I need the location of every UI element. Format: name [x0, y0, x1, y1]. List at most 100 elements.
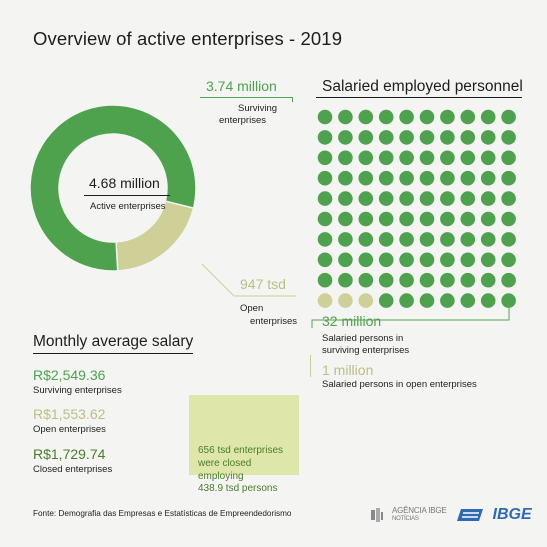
waffle-dot-surviving — [358, 232, 374, 247]
waffle-dot-surviving — [378, 170, 394, 186]
agencia-ibge-logo-icon — [371, 508, 383, 522]
personnel-open-label: Salaried persons in open enterprises — [322, 379, 477, 390]
waffle-dot-surviving — [338, 232, 353, 247]
waffle-dot-surviving — [378, 109, 394, 125]
waffle-dot-surviving — [480, 109, 496, 125]
salary-open-label: Open enterprises — [33, 424, 106, 435]
open-enterprises-label-2: enterprises — [250, 316, 297, 327]
waffle-dot-surviving — [399, 191, 414, 206]
waffle-dot-surviving — [317, 170, 333, 186]
waffle-dot-surviving — [440, 252, 455, 268]
waffle-dot-surviving — [338, 211, 353, 227]
waffle-dot-surviving — [378, 272, 394, 288]
waffle-dot-surviving — [501, 130, 516, 145]
agencia-ibge-text: AGÊNCIA IBGE — [392, 506, 447, 515]
waffle-dot-surviving — [378, 293, 394, 308]
waffle-dot-surviving — [480, 293, 496, 308]
donut-chart — [30, 104, 197, 272]
closed-enterprises-text: 656 tsd enterprises were closed employin… — [198, 445, 283, 496]
waffle-dot-surviving — [419, 150, 435, 166]
waffle-dot-surviving — [399, 211, 414, 227]
waffle-dot-surviving — [378, 191, 394, 206]
waffle-dot-surviving — [419, 211, 435, 227]
donut-center-value: 4.68 million — [89, 175, 160, 191]
waffle-dot-open — [338, 293, 353, 308]
surviving-enterprises-label-1: Surviving — [238, 103, 278, 114]
waffle-dot-surviving — [317, 130, 333, 145]
waffle-dot-surviving — [440, 109, 455, 125]
donut-center-label: Active enterprises — [90, 201, 166, 212]
ibge-logo-text: IBGE — [492, 506, 532, 523]
waffle-dot-surviving — [501, 109, 516, 125]
logo-area: AGÊNCIA IBGE NOTÍCIAS IBGE — [370, 506, 532, 524]
waffle-dot-surviving — [378, 232, 394, 247]
waffle-dot-surviving — [317, 272, 333, 288]
waffle-dot-surviving — [358, 150, 374, 166]
waffle-dot-surviving — [338, 191, 353, 206]
waffle-dot-surviving — [480, 272, 496, 288]
waffle-dot-surviving — [358, 170, 374, 186]
waffle-dot-surviving — [378, 150, 394, 166]
waffle-dot-surviving — [460, 109, 476, 125]
waffle-dot-surviving — [358, 109, 374, 125]
personnel-surviving-label-2: surviving enterprises — [322, 345, 410, 356]
waffle-dot-surviving — [460, 272, 476, 288]
waffle-dot-surviving — [419, 170, 435, 186]
waffle-dot-surviving — [480, 170, 496, 186]
personnel-surviving-value: 32 million — [322, 313, 382, 329]
salary-title: Monthly average salary — [33, 333, 194, 350]
waffle-dot-surviving — [338, 252, 353, 268]
waffle-dot-surviving — [501, 252, 516, 268]
waffle-dot-surviving — [399, 109, 414, 125]
waffle-dot-open — [358, 293, 374, 308]
page-title: Overview of active enterprises - 2019 — [33, 28, 343, 49]
surviving-enterprises-label-2: enterprises — [219, 115, 266, 126]
personnel-waffle-chart — [317, 109, 516, 308]
salary-open-value: R$1,553.62 — [33, 406, 106, 422]
agencia-noticias-text: NOTÍCIAS — [392, 516, 419, 522]
salary-surviving-value: R$2,549.36 — [33, 367, 106, 383]
waffle-dot-surviving — [480, 150, 496, 166]
waffle-dot-surviving — [501, 191, 516, 206]
closed-line-3: employing — [198, 470, 244, 482]
surviving-enterprises-value: 3.74 million — [206, 78, 277, 94]
waffle-dot-surviving — [338, 130, 353, 145]
waffle-dot-surviving — [460, 130, 476, 145]
waffle-dot-surviving — [480, 130, 496, 145]
open-enterprises-label-1: Open — [240, 303, 264, 314]
waffle-dot-surviving — [419, 130, 435, 145]
waffle-dot-surviving — [399, 252, 414, 268]
open-enterprises-leader — [201, 263, 296, 297]
waffle-dot-surviving — [460, 150, 476, 166]
waffle-dot-surviving — [419, 191, 435, 206]
waffle-dot-surviving — [480, 252, 496, 268]
waffle-dot-surviving — [317, 109, 333, 125]
waffle-dot-surviving — [460, 252, 476, 268]
personnel-title: Salaried employed personnel — [322, 78, 523, 95]
waffle-dot-surviving — [399, 293, 414, 308]
waffle-dot-surviving — [399, 170, 414, 186]
waffle-dot-surviving — [338, 272, 353, 288]
waffle-dot-surviving — [338, 109, 353, 125]
ibge-logo-icon — [456, 509, 483, 521]
waffle-dot-surviving — [419, 252, 435, 268]
waffle-dot-open — [317, 293, 333, 308]
salary-surviving-label: Surviving enterprises — [33, 385, 122, 396]
waffle-dot-surviving — [440, 272, 455, 288]
waffle-dot-surviving — [440, 191, 455, 206]
waffle-dot-surviving — [378, 211, 394, 227]
salary-closed-label: Closed enterprises — [33, 464, 113, 475]
personnel-open-value: 1 million — [322, 362, 374, 378]
waffle-dot-surviving — [358, 191, 374, 206]
personnel-surviving-leader — [311, 302, 510, 328]
waffle-dot-surviving — [358, 211, 374, 227]
waffle-dot-surviving — [419, 232, 435, 247]
waffle-dot-surviving — [358, 272, 374, 288]
waffle-dot-surviving — [338, 170, 353, 186]
waffle-dot-surviving — [399, 150, 414, 166]
closed-enterprises-box — [189, 395, 299, 475]
waffle-dot-surviving — [399, 232, 414, 247]
waffle-dot-surviving — [440, 150, 455, 166]
waffle-dot-surviving — [480, 232, 496, 247]
waffle-dot-surviving — [460, 191, 476, 206]
